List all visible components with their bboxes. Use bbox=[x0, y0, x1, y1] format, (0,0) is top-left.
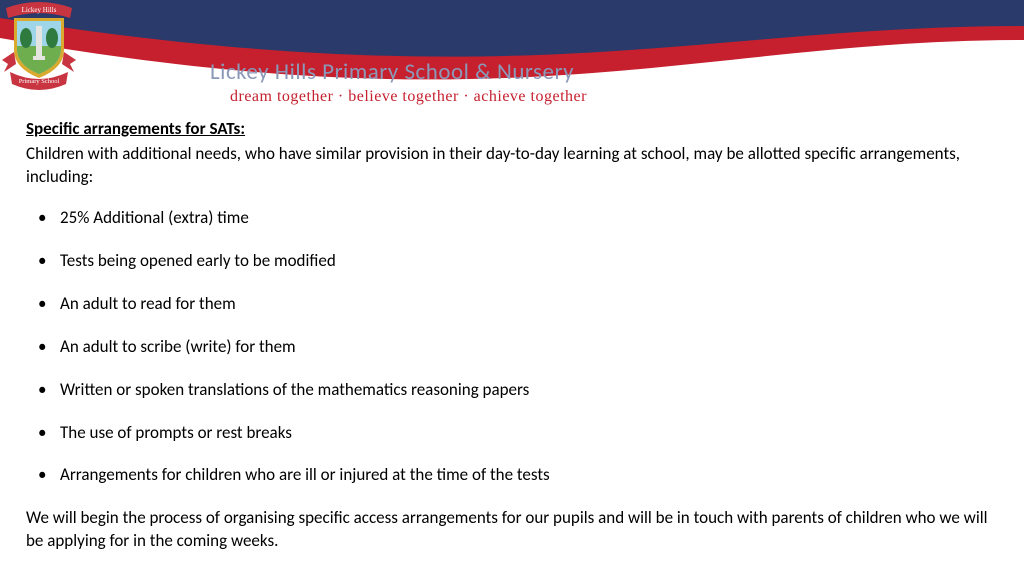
crest-bottom-text: Primary School bbox=[19, 78, 60, 85]
closing-paragraph: We will begin the process of organising … bbox=[26, 507, 998, 553]
list-item: Tests being opened early to be modified bbox=[26, 250, 998, 273]
list-item: An adult to scribe (write) for them bbox=[26, 336, 998, 359]
crest-tree-left bbox=[20, 28, 32, 48]
header-banner: Lickey Hills Primary School & Nursery dr… bbox=[0, 0, 1024, 115]
bullet-list: 25% Additional (extra) time Tests being … bbox=[26, 207, 998, 488]
crest-top-text: Lickey Hills bbox=[22, 6, 57, 14]
crest-ribbon-right bbox=[62, 52, 76, 72]
section-heading: Specific arrangements for SATs: bbox=[26, 118, 998, 141]
list-item: Written or spoken translations of the ma… bbox=[26, 379, 998, 402]
crest-ribbon-left bbox=[2, 52, 16, 72]
crest-monument-base bbox=[33, 56, 45, 60]
tagline: dream together · believe together · achi… bbox=[230, 88, 587, 106]
crest-monument bbox=[36, 26, 42, 58]
content-area: Specific arrangements for SATs: Children… bbox=[26, 118, 998, 553]
school-crest: Lickey Hills Primary School bbox=[0, 0, 78, 92]
crest-tree-right bbox=[46, 28, 58, 48]
list-item: The use of prompts or rest breaks bbox=[26, 422, 998, 445]
list-item: An adult to read for them bbox=[26, 293, 998, 316]
list-item: 25% Additional (extra) time bbox=[26, 207, 998, 230]
intro-paragraph: Children with additional needs, who have… bbox=[26, 143, 998, 189]
list-item: Arrangements for children who are ill or… bbox=[26, 464, 998, 487]
school-name: Lickey Hills Primary School & Nursery bbox=[210, 58, 574, 86]
